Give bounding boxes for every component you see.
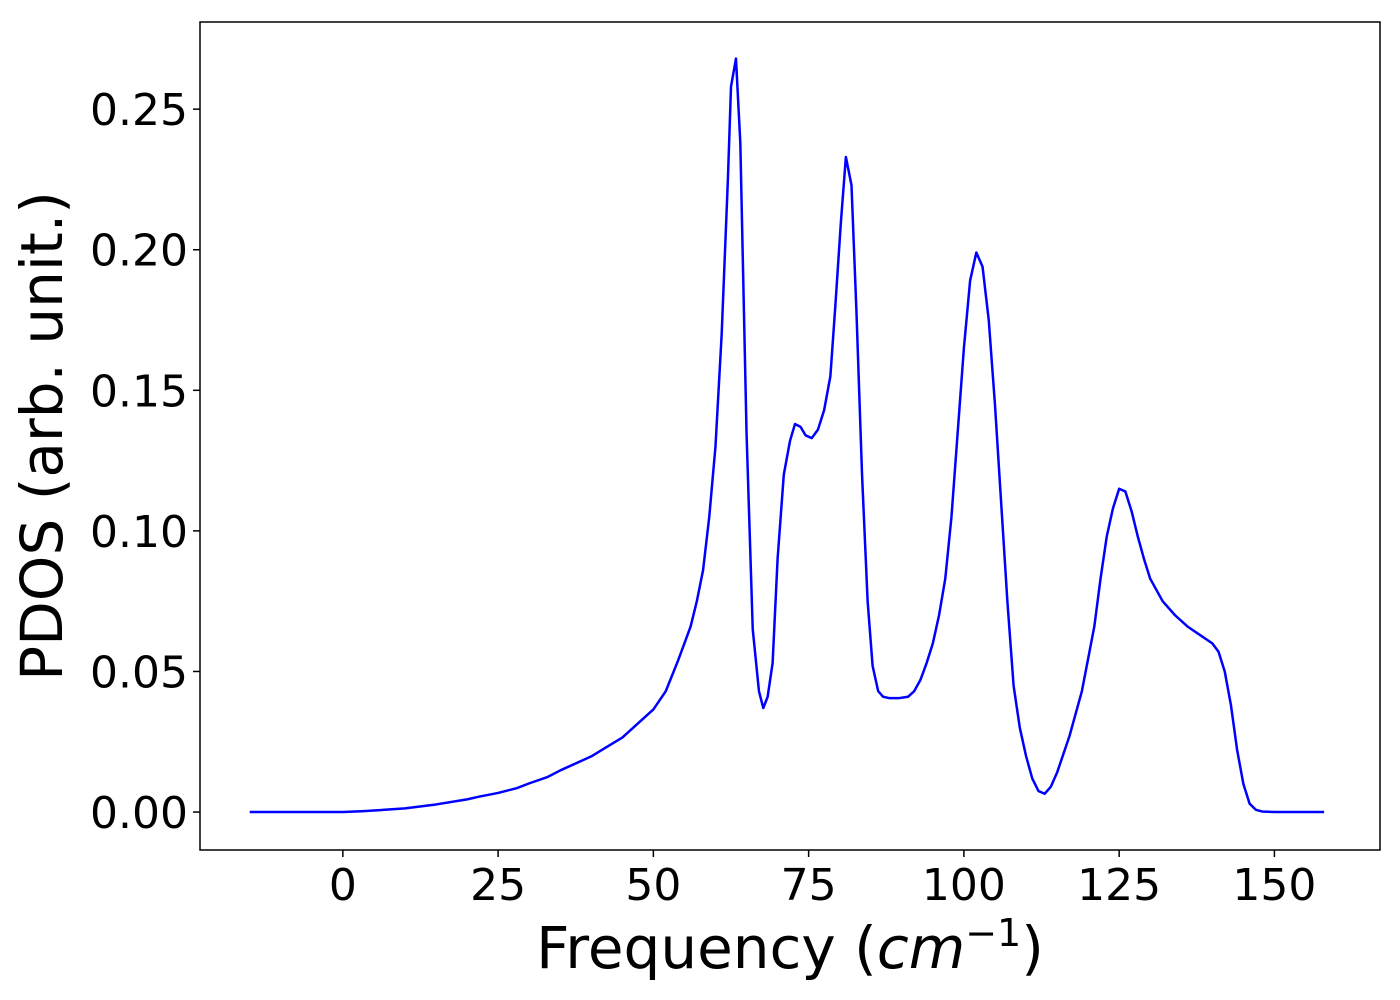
plot-frame (199, 21, 1381, 851)
x-tick-label: 100 (922, 860, 1006, 911)
y-axis-ticks: 0.00 0.05 0.10 0.15 0.20 0.25 (90, 85, 200, 839)
x-axis-unit-exponent: −1 (965, 911, 1021, 955)
x-tick-label: 125 (1077, 860, 1161, 911)
y-tick-label: 0.00 (90, 788, 188, 839)
y-axis-label: PDOS (arb. unit.) (8, 191, 76, 681)
y-tick-label: 0.25 (90, 85, 188, 136)
x-axis-label-text: Frequency (536, 914, 836, 982)
plot-area (249, 57, 1325, 814)
pdos-series-line (249, 57, 1325, 814)
y-tick-label: 0.10 (90, 507, 188, 558)
x-tick-label: 50 (625, 860, 681, 911)
x-tick-label: 150 (1232, 860, 1316, 911)
x-tick-label: 0 (329, 860, 357, 911)
x-axis-unit: cm (877, 914, 965, 982)
x-tick-label: 75 (781, 860, 837, 911)
x-axis-label: Frequency (cm−1) (536, 911, 1044, 982)
y-tick-label: 0.05 (90, 647, 188, 698)
y-tick-label: 0.20 (90, 226, 188, 277)
y-tick-label: 0.15 (90, 366, 188, 417)
x-axis-ticks: 0 25 50 75 100 125 150 (329, 850, 1316, 911)
x-tick-label: 25 (470, 860, 526, 911)
